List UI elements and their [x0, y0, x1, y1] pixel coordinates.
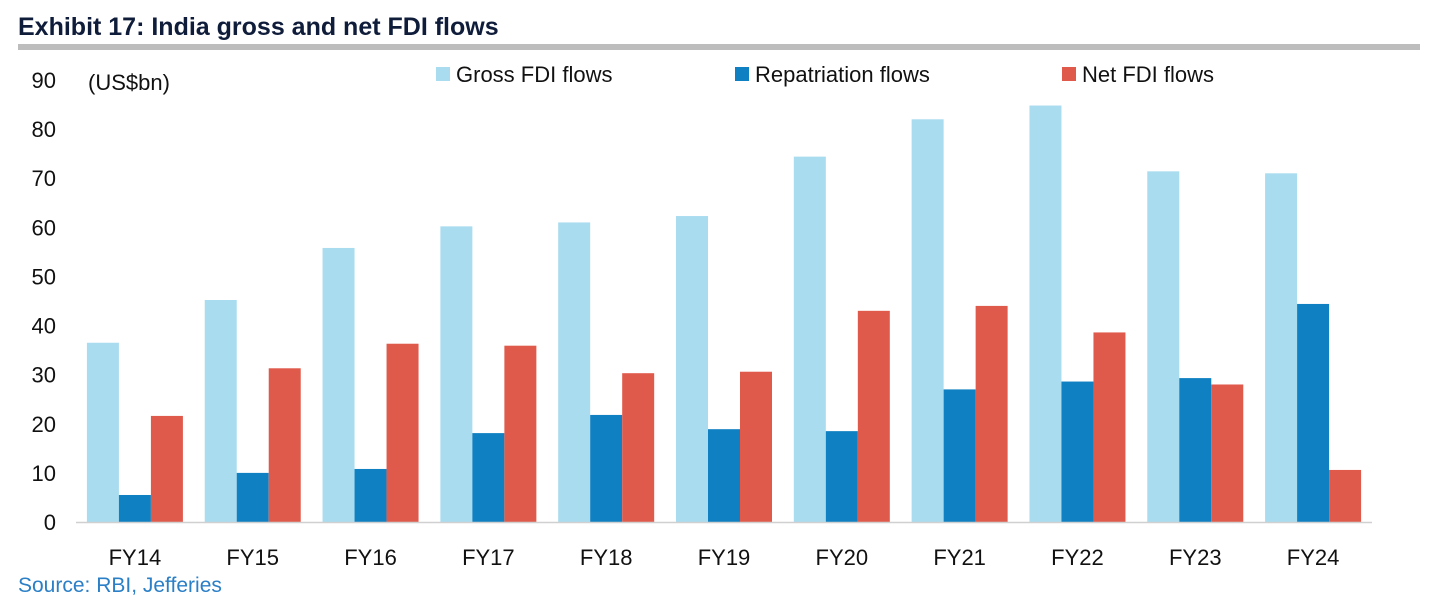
bar — [911, 119, 944, 523]
bar — [622, 373, 655, 522]
bar — [1329, 469, 1362, 522]
bar — [793, 156, 826, 522]
bar — [1147, 171, 1180, 522]
x-tick-label: FY16 — [344, 545, 397, 570]
y-tick-label: 80 — [32, 117, 56, 142]
bar — [1297, 303, 1330, 522]
y-tick-label: 90 — [32, 68, 56, 93]
y-tick-label: 50 — [32, 264, 56, 289]
bar — [118, 494, 151, 522]
x-tick-label: FY14 — [109, 545, 162, 570]
x-tick-label: FY21 — [933, 545, 986, 570]
bars — [86, 105, 1362, 523]
x-tick-label: FY20 — [816, 545, 869, 570]
legend-item: Gross FDI flows — [436, 62, 612, 87]
legend-label: Gross FDI flows — [456, 62, 612, 87]
bar — [975, 305, 1008, 522]
bar — [1093, 332, 1126, 522]
legend-item: Repatriation flows — [735, 62, 930, 87]
y-axis-unit-label: (US$bn) — [88, 70, 170, 95]
bar — [86, 342, 119, 522]
title-underline — [18, 44, 1420, 50]
legend-swatch — [735, 67, 749, 81]
x-tick-label: FY22 — [1051, 545, 1104, 570]
x-tick-label: FY19 — [698, 545, 751, 570]
bar — [236, 472, 269, 522]
source-note: Source: RBI, Jefferies — [18, 574, 222, 597]
y-tick-label: 30 — [32, 363, 56, 388]
bar — [150, 415, 183, 522]
legend: Gross FDI flows Repatriation flows Net FDI… — [436, 62, 1214, 87]
bar — [1265, 173, 1298, 523]
y-axis-ticks: 0 10 20 30 40 50 60 70 80 90 — [32, 68, 56, 535]
chart-title: Exhibit 17: India gross and net FDI flow… — [18, 13, 499, 41]
bar — [1061, 381, 1094, 522]
bar — [1179, 378, 1212, 522]
bar — [440, 226, 473, 522]
bar — [386, 343, 419, 522]
y-tick-label: 0 — [44, 510, 56, 535]
bar — [676, 216, 708, 522]
bar — [322, 247, 355, 522]
bar — [354, 468, 387, 522]
y-tick-label: 60 — [32, 215, 56, 240]
bar — [204, 300, 237, 522]
x-axis-ticks: FY14 FY15 FY16 FY17 FY18 FY19 FY20 FY21 FY22 FY23… — [109, 545, 1340, 570]
x-tick-label: FY24 — [1287, 545, 1340, 570]
x-tick-label: FY17 — [462, 545, 515, 570]
bar — [558, 222, 591, 522]
bar — [1211, 384, 1244, 522]
y-tick-label: 20 — [32, 412, 56, 437]
y-tick-label: 10 — [32, 461, 56, 486]
legend-label: Net FDI flows — [1082, 62, 1214, 87]
bar — [708, 429, 740, 522]
legend-label: Repatriation flows — [755, 62, 930, 87]
bar — [504, 345, 537, 522]
bar — [472, 433, 505, 522]
y-tick-label: 40 — [32, 314, 56, 339]
legend-swatch — [436, 67, 450, 81]
bar — [857, 310, 890, 522]
bar — [825, 431, 858, 522]
bar — [740, 371, 772, 522]
legend-swatch — [1062, 67, 1076, 81]
bar — [590, 414, 623, 522]
bar — [943, 389, 976, 522]
x-tick-label: FY23 — [1169, 545, 1222, 570]
bar — [1029, 105, 1062, 522]
x-tick-label: FY15 — [226, 545, 279, 570]
bar — [268, 368, 301, 522]
y-tick-label: 70 — [32, 166, 56, 191]
x-tick-label: FY18 — [580, 545, 633, 570]
legend-item: Net FDI flows — [1062, 62, 1214, 87]
